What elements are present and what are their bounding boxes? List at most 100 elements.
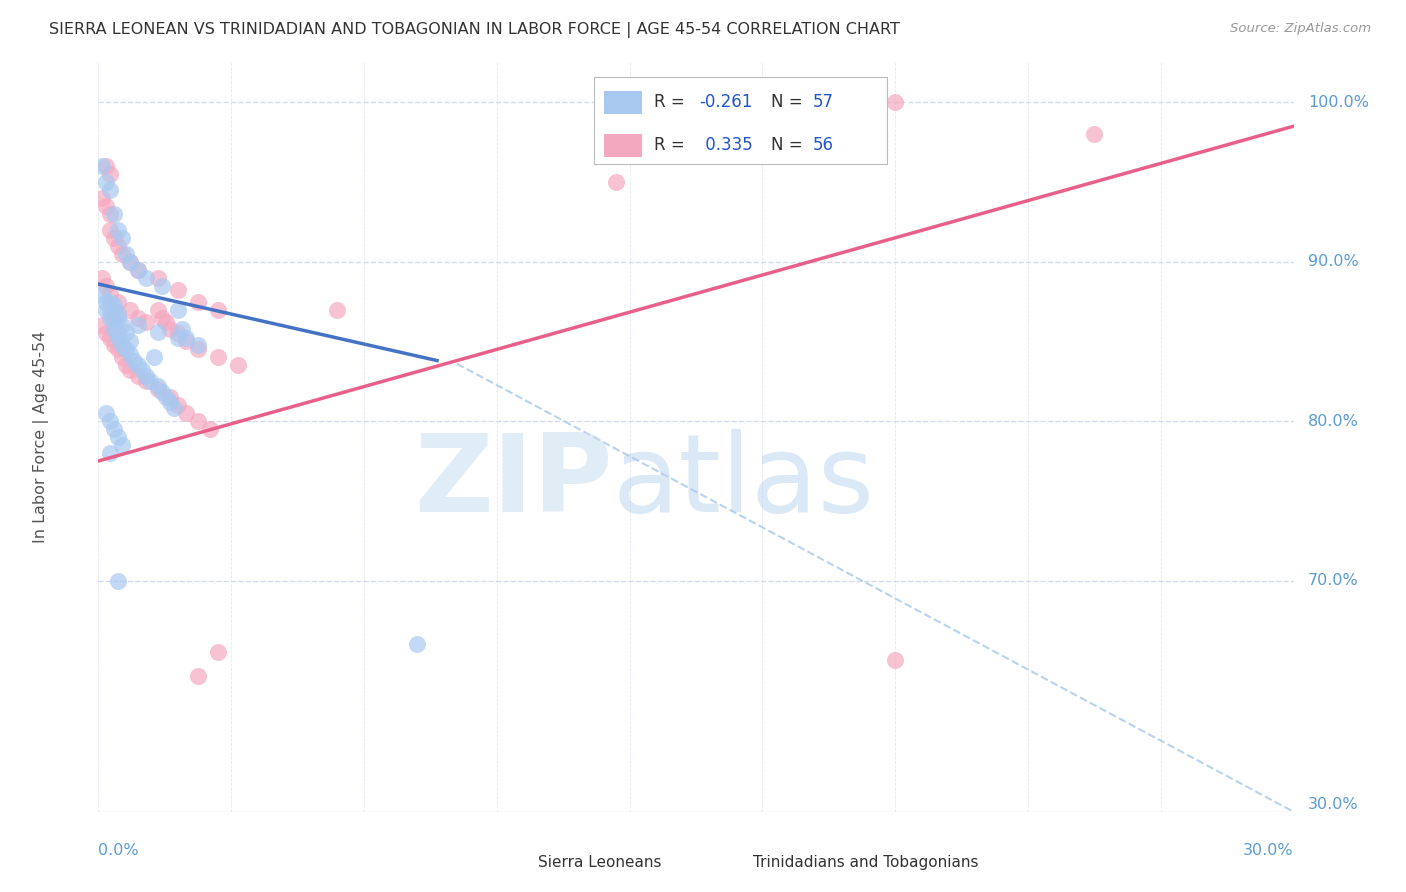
Point bbox=[148, 382, 170, 396]
Point bbox=[207, 302, 229, 317]
Point bbox=[103, 321, 125, 335]
Point bbox=[115, 325, 138, 339]
Point bbox=[107, 306, 129, 320]
Point bbox=[167, 302, 190, 317]
Text: 80.0%: 80.0% bbox=[1308, 414, 1358, 429]
Point bbox=[406, 637, 429, 651]
Point bbox=[148, 270, 170, 285]
Point bbox=[103, 337, 125, 351]
FancyBboxPatch shape bbox=[505, 855, 531, 871]
Text: N =: N = bbox=[772, 93, 808, 111]
Point bbox=[111, 231, 134, 245]
Point bbox=[163, 401, 186, 416]
Point bbox=[172, 321, 194, 335]
Point bbox=[174, 406, 197, 420]
Point bbox=[120, 302, 142, 317]
Point bbox=[167, 284, 190, 298]
Text: 70.0%: 70.0% bbox=[1308, 573, 1358, 588]
Point bbox=[98, 446, 122, 460]
Point bbox=[127, 262, 149, 277]
Point bbox=[96, 294, 118, 309]
Point bbox=[131, 363, 153, 377]
Point bbox=[127, 262, 149, 277]
Point bbox=[98, 207, 122, 221]
Point bbox=[187, 343, 209, 357]
Point bbox=[96, 326, 118, 341]
Point bbox=[150, 385, 173, 400]
Point bbox=[91, 286, 114, 301]
Text: 30.0%: 30.0% bbox=[1243, 843, 1294, 858]
Text: 0.335: 0.335 bbox=[700, 136, 752, 153]
Point bbox=[91, 191, 114, 205]
Point bbox=[96, 278, 118, 293]
Point bbox=[98, 223, 122, 237]
Point bbox=[111, 337, 134, 351]
Text: 57: 57 bbox=[813, 93, 834, 111]
Point bbox=[167, 326, 190, 341]
Point bbox=[111, 438, 134, 452]
Text: Trinidadians and Tobagonians: Trinidadians and Tobagonians bbox=[754, 855, 979, 871]
Point bbox=[103, 422, 125, 436]
Point bbox=[143, 351, 166, 365]
Point bbox=[98, 183, 122, 197]
Text: atlas: atlas bbox=[613, 429, 875, 535]
Text: SIERRA LEONEAN VS TRINIDADIAN AND TOBAGONIAN IN LABOR FORCE | AGE 45-54 CORRELAT: SIERRA LEONEAN VS TRINIDADIAN AND TOBAGO… bbox=[49, 22, 900, 38]
Point bbox=[605, 175, 627, 189]
Point bbox=[187, 669, 209, 683]
Point bbox=[127, 369, 149, 384]
Point bbox=[135, 270, 157, 285]
Point bbox=[187, 294, 209, 309]
Point bbox=[124, 353, 146, 368]
Point bbox=[98, 286, 122, 301]
Point bbox=[120, 254, 142, 268]
Point bbox=[884, 653, 907, 667]
Point bbox=[120, 334, 142, 349]
Point bbox=[120, 347, 142, 361]
Point bbox=[120, 363, 142, 377]
Point bbox=[107, 331, 129, 345]
Point bbox=[187, 414, 209, 428]
Text: 56: 56 bbox=[813, 136, 834, 153]
Text: In Labor Force | Age 45-54: In Labor Force | Age 45-54 bbox=[34, 331, 49, 543]
Point bbox=[167, 398, 190, 412]
Point bbox=[98, 414, 122, 428]
Point bbox=[159, 395, 181, 409]
Point bbox=[107, 326, 129, 341]
Point bbox=[155, 390, 177, 404]
Point bbox=[107, 574, 129, 588]
Point bbox=[127, 318, 149, 333]
Point bbox=[127, 310, 149, 325]
Point bbox=[98, 294, 122, 309]
Point bbox=[148, 302, 170, 317]
Point bbox=[115, 246, 138, 260]
Point bbox=[159, 321, 181, 335]
Text: N =: N = bbox=[772, 136, 808, 153]
Point bbox=[103, 302, 125, 317]
Point bbox=[111, 246, 134, 260]
Point bbox=[167, 331, 190, 345]
Point bbox=[107, 223, 129, 237]
Point bbox=[198, 422, 221, 436]
Point bbox=[135, 369, 157, 384]
Point bbox=[98, 310, 122, 325]
Point bbox=[150, 278, 173, 293]
Text: 0.0%: 0.0% bbox=[98, 843, 139, 858]
Point bbox=[135, 374, 157, 388]
FancyBboxPatch shape bbox=[605, 91, 643, 113]
Point bbox=[98, 302, 122, 317]
Point bbox=[174, 334, 197, 349]
Point bbox=[96, 175, 118, 189]
Point bbox=[150, 310, 173, 325]
Point bbox=[111, 351, 134, 365]
Point bbox=[91, 270, 114, 285]
Point bbox=[148, 379, 170, 393]
Point bbox=[115, 359, 138, 373]
Text: 100.0%: 100.0% bbox=[1308, 95, 1369, 110]
Point bbox=[1083, 127, 1105, 141]
Text: Sierra Leoneans: Sierra Leoneans bbox=[538, 855, 662, 871]
Point bbox=[326, 302, 349, 317]
Point bbox=[139, 374, 162, 388]
Point bbox=[91, 318, 114, 333]
Text: Source: ZipAtlas.com: Source: ZipAtlas.com bbox=[1230, 22, 1371, 36]
Text: R =: R = bbox=[654, 93, 690, 111]
